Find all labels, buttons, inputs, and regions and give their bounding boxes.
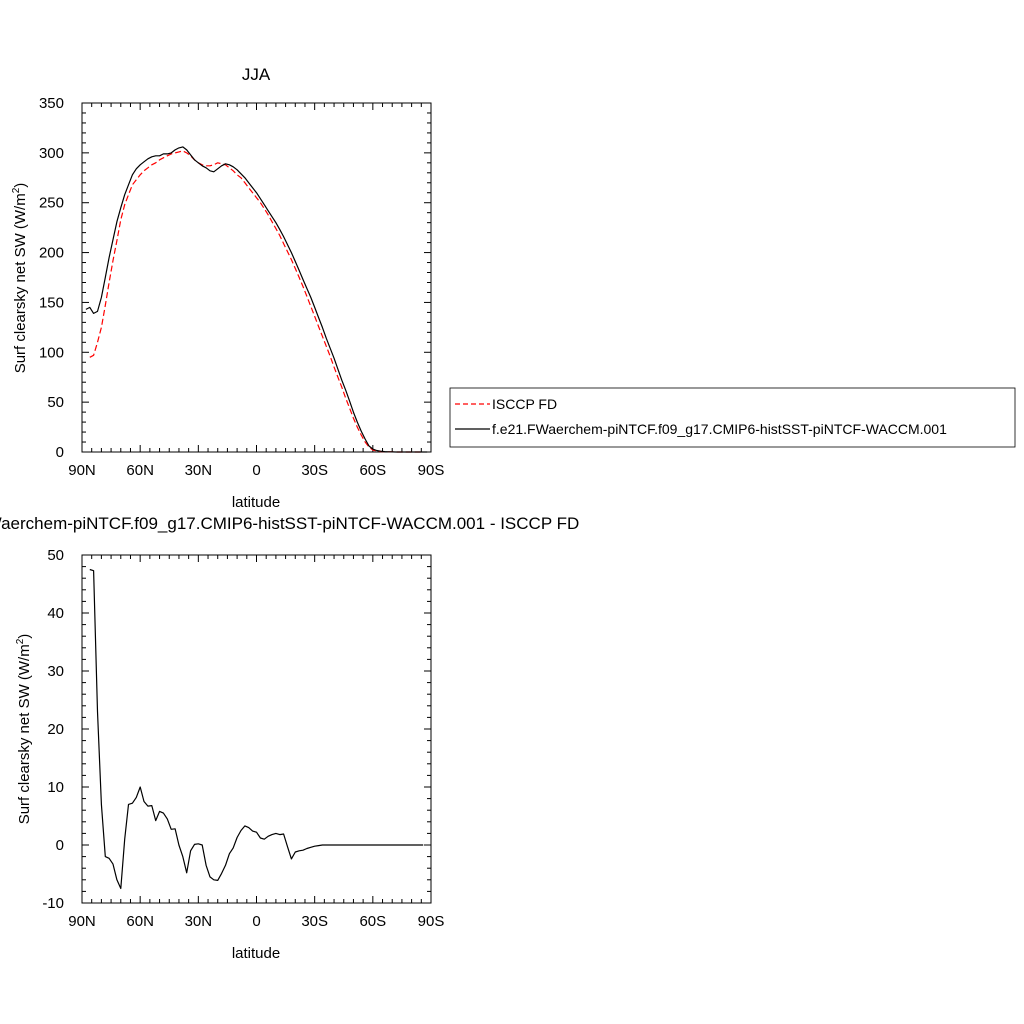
- y-tick-label: 50: [47, 394, 64, 411]
- y-tick-label: 350: [39, 95, 64, 112]
- x-tick-label: 30S: [301, 462, 328, 479]
- x-tick-label: 60N: [126, 462, 154, 479]
- panel-top: JJA 90N 60N 30N 0 30S 60S 90S 0 50 100 150 200 250 30…: [11, 65, 1016, 511]
- x-tick-label: 30N: [185, 913, 213, 930]
- y-tick-label: 200: [39, 245, 64, 262]
- panel-top-title: JJA: [242, 65, 271, 84]
- panel-bottom-title: f.e21.FWaerchem-piNTCF.f09_g17.CMIP6-his…: [0, 514, 579, 533]
- x-tick-label: 90S: [418, 462, 445, 479]
- panel-bottom-ticks: 90N 60N 30N 0 30S 60S 90S -10 0 10 20 30 40 50: [42, 547, 444, 930]
- panel-top-xlabel: latitude: [232, 494, 280, 511]
- y-tick-label: 0: [56, 837, 64, 854]
- panel-bottom-xlabel: latitude: [232, 945, 280, 962]
- panel-bottom-ylabel: Surf clearsky net SW (W/m2): [15, 634, 33, 825]
- panel-top-ticks: 90N 60N 30N 0 30S 60S 90S 0 50 100 150 200 250 300 350: [39, 95, 444, 479]
- y-tick-label: 30: [47, 663, 64, 680]
- y-tick-label: 300: [39, 145, 64, 162]
- panel-bottom-series-line-0: [89, 568, 424, 890]
- x-tick-label: 30S: [301, 913, 328, 930]
- panel-top-plot-frame: [81, 102, 432, 453]
- x-tick-label: 0: [252, 462, 260, 479]
- y-tick-label: 150: [39, 294, 64, 311]
- y-tick-label: 20: [47, 721, 64, 738]
- x-tick-label: 60N: [126, 913, 154, 930]
- y-tick-label: -10: [42, 895, 64, 912]
- y-tick-label: 10: [47, 779, 64, 796]
- y-tick-label: 0: [56, 444, 64, 461]
- panel-bottom-plot-frame: [81, 554, 432, 904]
- legend-label-isccp: ISCCP FD: [492, 396, 557, 412]
- x-tick-label: 90N: [68, 913, 96, 930]
- y-tick-label: 40: [47, 605, 64, 622]
- legend: ISCCP FD f.e21.FWaerchem-piNTCF.f09_g17.…: [449, 387, 1016, 448]
- panel-bottom: f.e21.FWaerchem-piNTCF.f09_g17.CMIP6-his…: [0, 514, 579, 962]
- y-tick-label: 250: [39, 195, 64, 212]
- legend-label-model: f.e21.FWaerchem-piNTCF.f09_g17.CMIP6-his…: [492, 421, 947, 437]
- legend-box: [449, 387, 1016, 448]
- x-tick-label: 90S: [418, 913, 445, 930]
- x-tick-label: 60S: [359, 462, 386, 479]
- panel-top-series-line-1: [85, 146, 428, 453]
- x-tick-label: 0: [252, 913, 260, 930]
- panel-top-series: [85, 146, 428, 453]
- panel-top-series-line-0: [89, 150, 424, 453]
- panel-top-ylabel: Surf clearsky net SW (W/m2): [11, 183, 29, 374]
- x-tick-label: 60S: [359, 913, 386, 930]
- panel-bottom-series: [89, 568, 424, 890]
- x-tick-label: 30N: [185, 462, 213, 479]
- y-tick-label: 50: [47, 547, 64, 564]
- x-tick-label: 90N: [68, 462, 96, 479]
- y-tick-label: 100: [39, 344, 64, 361]
